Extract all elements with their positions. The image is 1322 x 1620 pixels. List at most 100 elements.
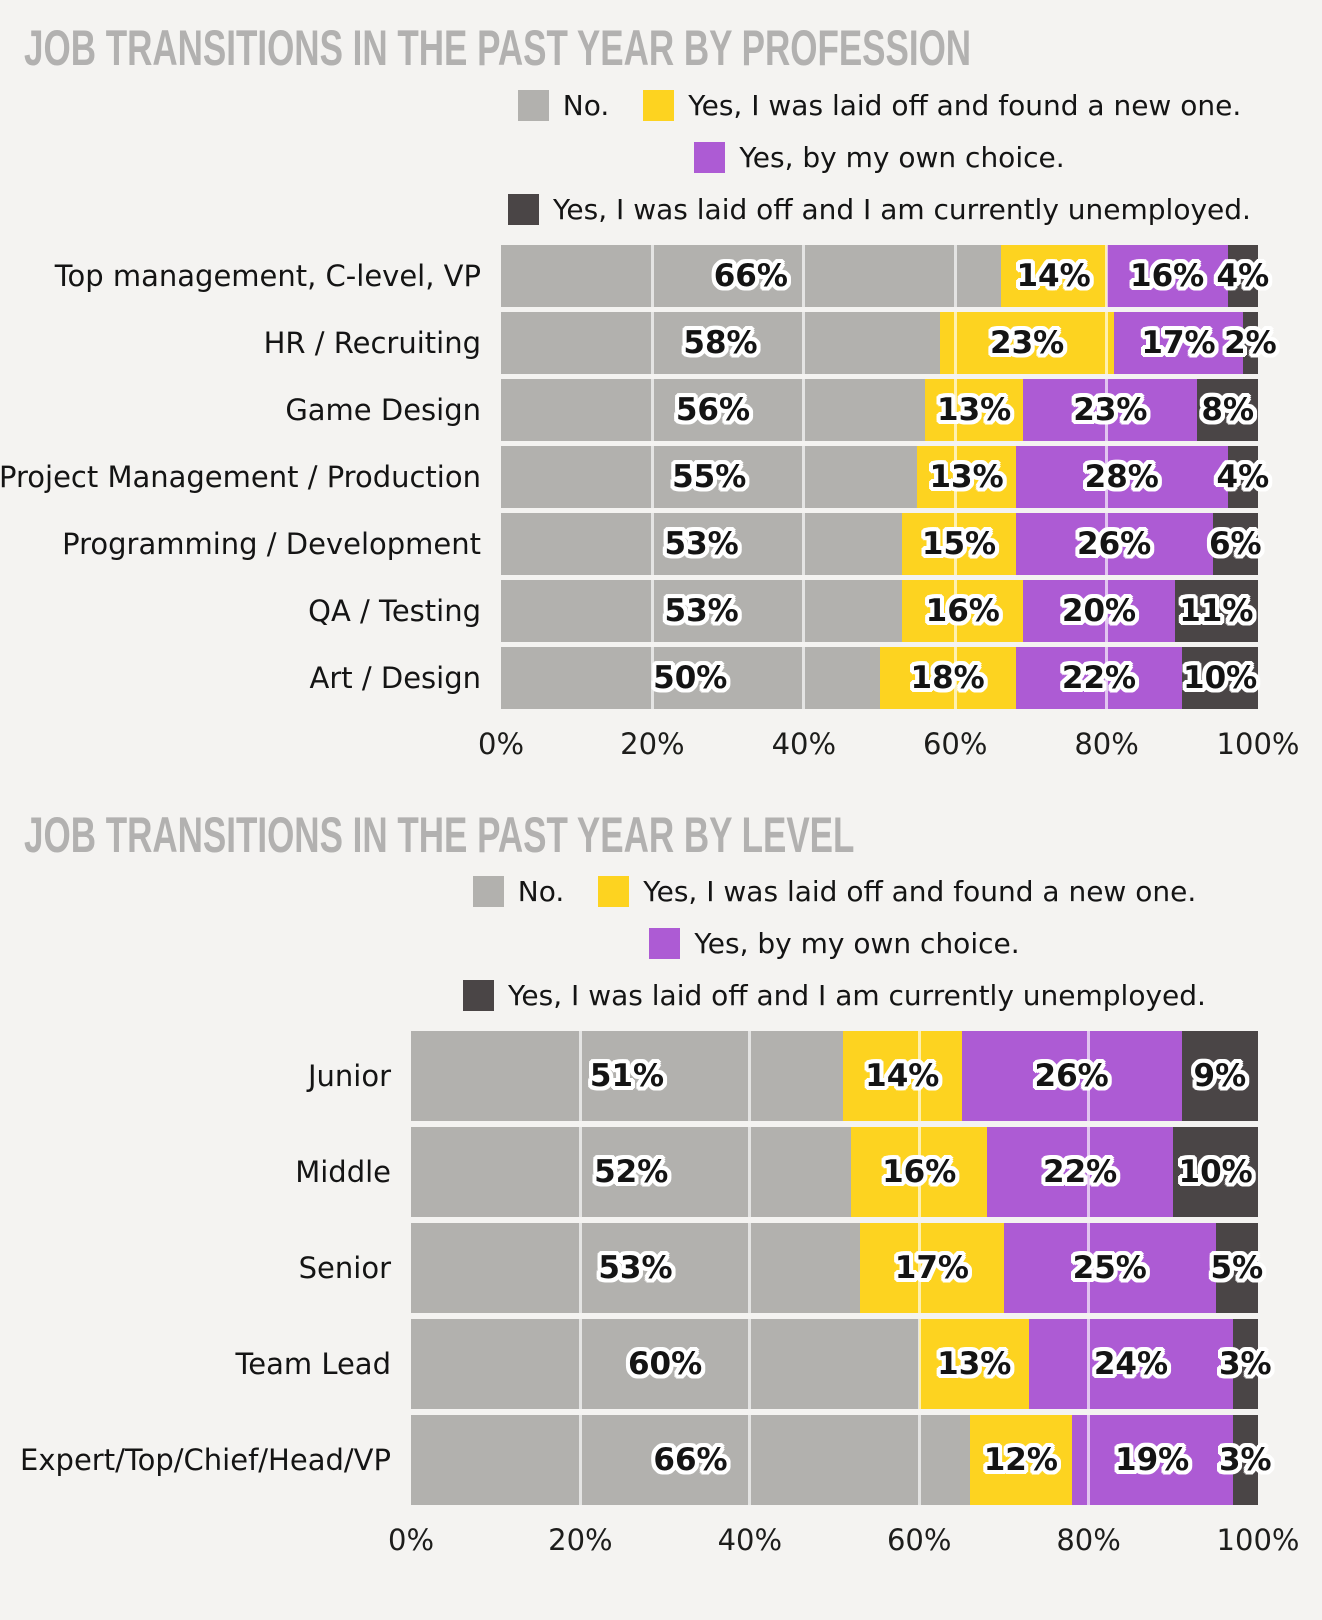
gridline xyxy=(1105,512,1109,575)
x-axis: 0% 20% 40% 60% 80% 100% xyxy=(388,1515,1299,1563)
value-label: 22% xyxy=(1061,659,1137,696)
own-choice-segment: 25% xyxy=(1003,1223,1216,1313)
laid-off-found-new-segment: 17% xyxy=(859,1223,1004,1313)
value-label: 14% xyxy=(1016,257,1091,294)
legend: No. Yes, I was laid off and found a new o… xyxy=(411,875,1258,1012)
laid-off-unemployed-segment: 10% xyxy=(1182,646,1258,709)
value-label: 4% xyxy=(1216,458,1270,495)
gridline xyxy=(953,512,957,575)
laid-off-unemployed-segment: 3% xyxy=(1219,1319,1272,1409)
legend: No. Yes, I was laid off and found a new o… xyxy=(501,89,1258,226)
gridline xyxy=(650,445,654,508)
stacked-bar: 56% 13% 23% 8% xyxy=(501,378,1258,441)
x-tick-label: 0% xyxy=(387,1523,435,1557)
gridline xyxy=(1105,311,1109,374)
gridline xyxy=(650,244,654,307)
value-label: 52% xyxy=(594,1154,669,1190)
no-segment: 60% xyxy=(411,1319,920,1409)
value-label: 55% xyxy=(672,458,747,495)
laid-off-unemployed-segment: 9% xyxy=(1181,1031,1258,1121)
gridline xyxy=(953,244,957,307)
gridline xyxy=(578,1223,582,1313)
value-label: 3% xyxy=(1218,1442,1272,1478)
x-axis: 0% 20% 40% 60% 80% 100% xyxy=(478,719,1299,767)
no-segment: 56% xyxy=(501,378,925,441)
no-segment: 53% xyxy=(411,1223,860,1313)
no-swatch-icon xyxy=(472,876,504,907)
own-choice-segment: 28% xyxy=(1015,445,1228,508)
gridline xyxy=(953,311,957,374)
value-label: 17% xyxy=(894,1250,969,1286)
value-label: 22% xyxy=(1043,1154,1118,1190)
own-choice-segment: 16% xyxy=(1106,244,1228,307)
value-label: 56% xyxy=(675,391,751,428)
gridline xyxy=(1105,378,1109,441)
gridline xyxy=(748,1415,752,1505)
stacked-bar: 66% 12% 19% 3% xyxy=(411,1415,1272,1505)
gridline xyxy=(748,1319,752,1409)
laid-off-found-new-segment: 12% xyxy=(970,1415,1072,1505)
gridline xyxy=(578,1415,582,1505)
value-label: 13% xyxy=(929,458,1004,495)
bar-rows: Top management, C-level, VP 66% 14% 16% 4% HR… xyxy=(0,244,1277,709)
gridline xyxy=(748,1223,752,1313)
gridline xyxy=(650,378,654,441)
no-segment: 58% xyxy=(501,311,941,374)
bar-rows: Junior 51% 14% 26% 9% Middle 52% 16% 22% 10% Senio… xyxy=(20,1031,1272,1505)
value-label: 3% xyxy=(1218,1346,1272,1382)
value-label: 25% xyxy=(1072,1250,1147,1286)
gridline xyxy=(650,646,654,709)
bar-row: Senior 53% 17% 25% 5% xyxy=(24,1223,1263,1313)
gridline xyxy=(953,579,957,642)
bar-row: Middle 52% 16% 22% 10% xyxy=(24,1127,1258,1217)
stacked-bar: 52% 16% 22% 10% xyxy=(411,1127,1258,1217)
gridline xyxy=(748,1127,752,1217)
value-label: 53% xyxy=(664,592,739,629)
no-segment: 66% xyxy=(411,1415,971,1505)
laid-off-unemployed-segment: 3% xyxy=(1219,1415,1272,1505)
gridline xyxy=(1105,646,1109,709)
no-segment: 51% xyxy=(411,1031,843,1121)
value-label: 8% xyxy=(1201,391,1255,428)
x-tick-label: 80% xyxy=(1056,1523,1121,1557)
legend-line: Yes, by my own choice. xyxy=(411,927,1258,960)
stacked-bar: 58% 23% 17% 2% xyxy=(501,311,1277,374)
laid-off-found-new-segment: 18% xyxy=(879,646,1016,709)
laid-off-unemployed-segment: 4% xyxy=(1217,244,1269,307)
value-label: 23% xyxy=(990,324,1065,361)
value-label: 18% xyxy=(910,659,985,696)
legend-label: Yes, by my own choice. xyxy=(694,927,1020,960)
gridline xyxy=(802,445,806,508)
gridline xyxy=(802,311,806,374)
laid-off-found-new-segment: 13% xyxy=(919,1319,1030,1409)
chart-title-profession: JOB TRANSITIONS IN THE PAST YEAR BY PROF… xyxy=(24,20,972,76)
gridline xyxy=(953,378,957,441)
gridline xyxy=(650,311,654,374)
legend-label: Yes, by my own choice. xyxy=(739,140,1065,174)
no-segment: 55% xyxy=(501,445,918,508)
no-segment: 52% xyxy=(411,1127,852,1217)
value-label: 12% xyxy=(983,1442,1058,1478)
value-label: 66% xyxy=(713,257,788,294)
no-segment: 53% xyxy=(501,512,903,575)
value-label: 26% xyxy=(1077,525,1152,562)
value-label: 16% xyxy=(1130,257,1205,294)
gridline xyxy=(578,1127,582,1217)
value-label: 14% xyxy=(865,1058,940,1094)
category-label: Top management, C-level, VP xyxy=(54,258,481,293)
value-label: 13% xyxy=(937,391,1012,428)
gridline xyxy=(802,378,806,441)
stacked-bar: 53% 15% 26% 6% xyxy=(501,512,1262,575)
bar-row: Game Design 56% 13% 23% 8% xyxy=(24,378,1258,441)
value-label: 5% xyxy=(1210,1250,1264,1286)
no-swatch-icon xyxy=(517,89,549,121)
gridline xyxy=(650,512,654,575)
category-label: Team Lead xyxy=(235,1347,391,1381)
bar-row: Team Lead 60% 13% 24% 3% xyxy=(24,1319,1272,1409)
gridline xyxy=(1105,445,1109,508)
laid-off-found-new-segment: 15% xyxy=(902,512,1016,575)
gridline xyxy=(650,579,654,642)
own-choice-segment: 26% xyxy=(1015,512,1213,575)
legend-line: No. Yes, I was laid off and found a new o… xyxy=(411,875,1258,908)
